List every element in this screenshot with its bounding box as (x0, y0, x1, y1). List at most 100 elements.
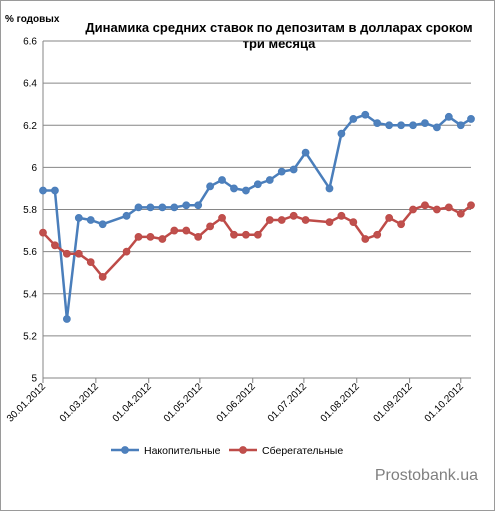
y-tick-label: 5 (31, 374, 37, 385)
data-point (170, 226, 179, 235)
data-point (467, 115, 475, 123)
data-point (301, 216, 310, 224)
data-point (373, 119, 382, 128)
data-point (158, 203, 167, 212)
data-point (242, 230, 250, 239)
data-point (337, 211, 346, 220)
data-point (456, 121, 465, 130)
data-point (421, 201, 429, 210)
y-tick-label: 6.4 (23, 79, 37, 90)
data-point (122, 247, 131, 256)
series-line (42, 204, 472, 279)
data-point (39, 186, 47, 195)
data-point (432, 205, 441, 214)
y-tick-label: 5.4 (23, 289, 37, 300)
y-tick-label: 6.6 (23, 37, 37, 48)
data-point (230, 230, 238, 239)
data-point (265, 176, 274, 184)
data-point (194, 232, 203, 241)
y-tick-label: 5.6 (23, 247, 37, 258)
data-point (39, 228, 47, 237)
y-tick-label: 5.2 (23, 331, 37, 342)
data-point (385, 214, 394, 222)
x-tick-label: 01.04.2012 (111, 381, 154, 424)
data-point (397, 121, 405, 130)
data-point (409, 121, 417, 130)
legend-marker (121, 446, 129, 454)
data-point (170, 203, 179, 212)
y-axis-unit-label: % годовых (5, 14, 60, 25)
data-point (277, 216, 286, 224)
data-point (373, 230, 382, 239)
data-point (62, 315, 71, 323)
data-point (253, 180, 262, 189)
data-point (301, 148, 310, 157)
data-point (146, 232, 155, 241)
data-point (98, 220, 107, 229)
data-point (277, 167, 286, 176)
data-point (86, 258, 95, 267)
data-point (385, 121, 394, 130)
y-tick-label: 5.8 (23, 205, 37, 216)
data-point (467, 201, 475, 210)
data-point (325, 218, 334, 227)
y-tick-label: 6.2 (23, 121, 37, 132)
data-point (289, 211, 298, 220)
data-point (349, 115, 358, 123)
x-tick-label: 01.08.2012 (319, 381, 362, 424)
data-point (409, 205, 417, 214)
data-point (432, 123, 441, 132)
data-point (349, 218, 358, 227)
data-point (230, 184, 238, 193)
data-point (86, 216, 95, 224)
data-point (51, 241, 59, 250)
data-point (206, 222, 215, 231)
data-point (218, 214, 226, 222)
data-point (265, 216, 274, 224)
data-point (397, 220, 405, 229)
data-point (421, 119, 429, 128)
x-tick-label: 01.03.2012 (58, 381, 101, 424)
legend-marker (239, 446, 247, 454)
x-tick-label: 01.10.2012 (423, 381, 466, 424)
data-point (325, 184, 334, 193)
data-point (134, 232, 143, 241)
data-point (194, 201, 203, 210)
data-point (158, 235, 167, 243)
legend-label: Сберегательные (262, 445, 343, 457)
data-point (206, 182, 215, 191)
data-point (289, 165, 298, 174)
data-point (337, 129, 346, 138)
chart-title-line-1: Динамика средних ставок по депозитам в д… (85, 20, 472, 35)
chart-title-line-2: три месяца (243, 36, 317, 51)
x-tick-label: 01.05.2012 (162, 381, 205, 424)
x-tick-label: 01.09.2012 (372, 381, 415, 424)
series-group (39, 201, 475, 281)
data-point (51, 186, 59, 195)
watermark-text: Prostobank.ua (375, 467, 478, 484)
data-point (218, 176, 226, 184)
y-tick-label: 6 (31, 163, 37, 174)
data-point (98, 273, 107, 281)
data-point (361, 110, 370, 119)
data-point (182, 201, 191, 210)
x-tick-label: 01.07.2012 (266, 381, 309, 424)
data-point (122, 211, 131, 220)
legend-label: Накопительные (144, 445, 221, 457)
data-point (444, 112, 453, 121)
data-point (74, 214, 83, 222)
data-point (146, 203, 155, 212)
legend: Накопительные Сберегательные (111, 445, 343, 457)
data-point (182, 226, 191, 235)
series-group (39, 110, 475, 323)
data-point (62, 249, 71, 258)
data-point (74, 249, 83, 258)
data-point (134, 203, 143, 212)
plot-area: 6.6 6.4 6.2 6 5.8 5.6 5.4 5.2 530.01.2012 01.03.2… (5, 37, 475, 425)
data-point (444, 203, 453, 212)
data-point (253, 230, 262, 239)
data-point (456, 209, 465, 218)
x-tick-label: 01.06.2012 (215, 381, 258, 424)
